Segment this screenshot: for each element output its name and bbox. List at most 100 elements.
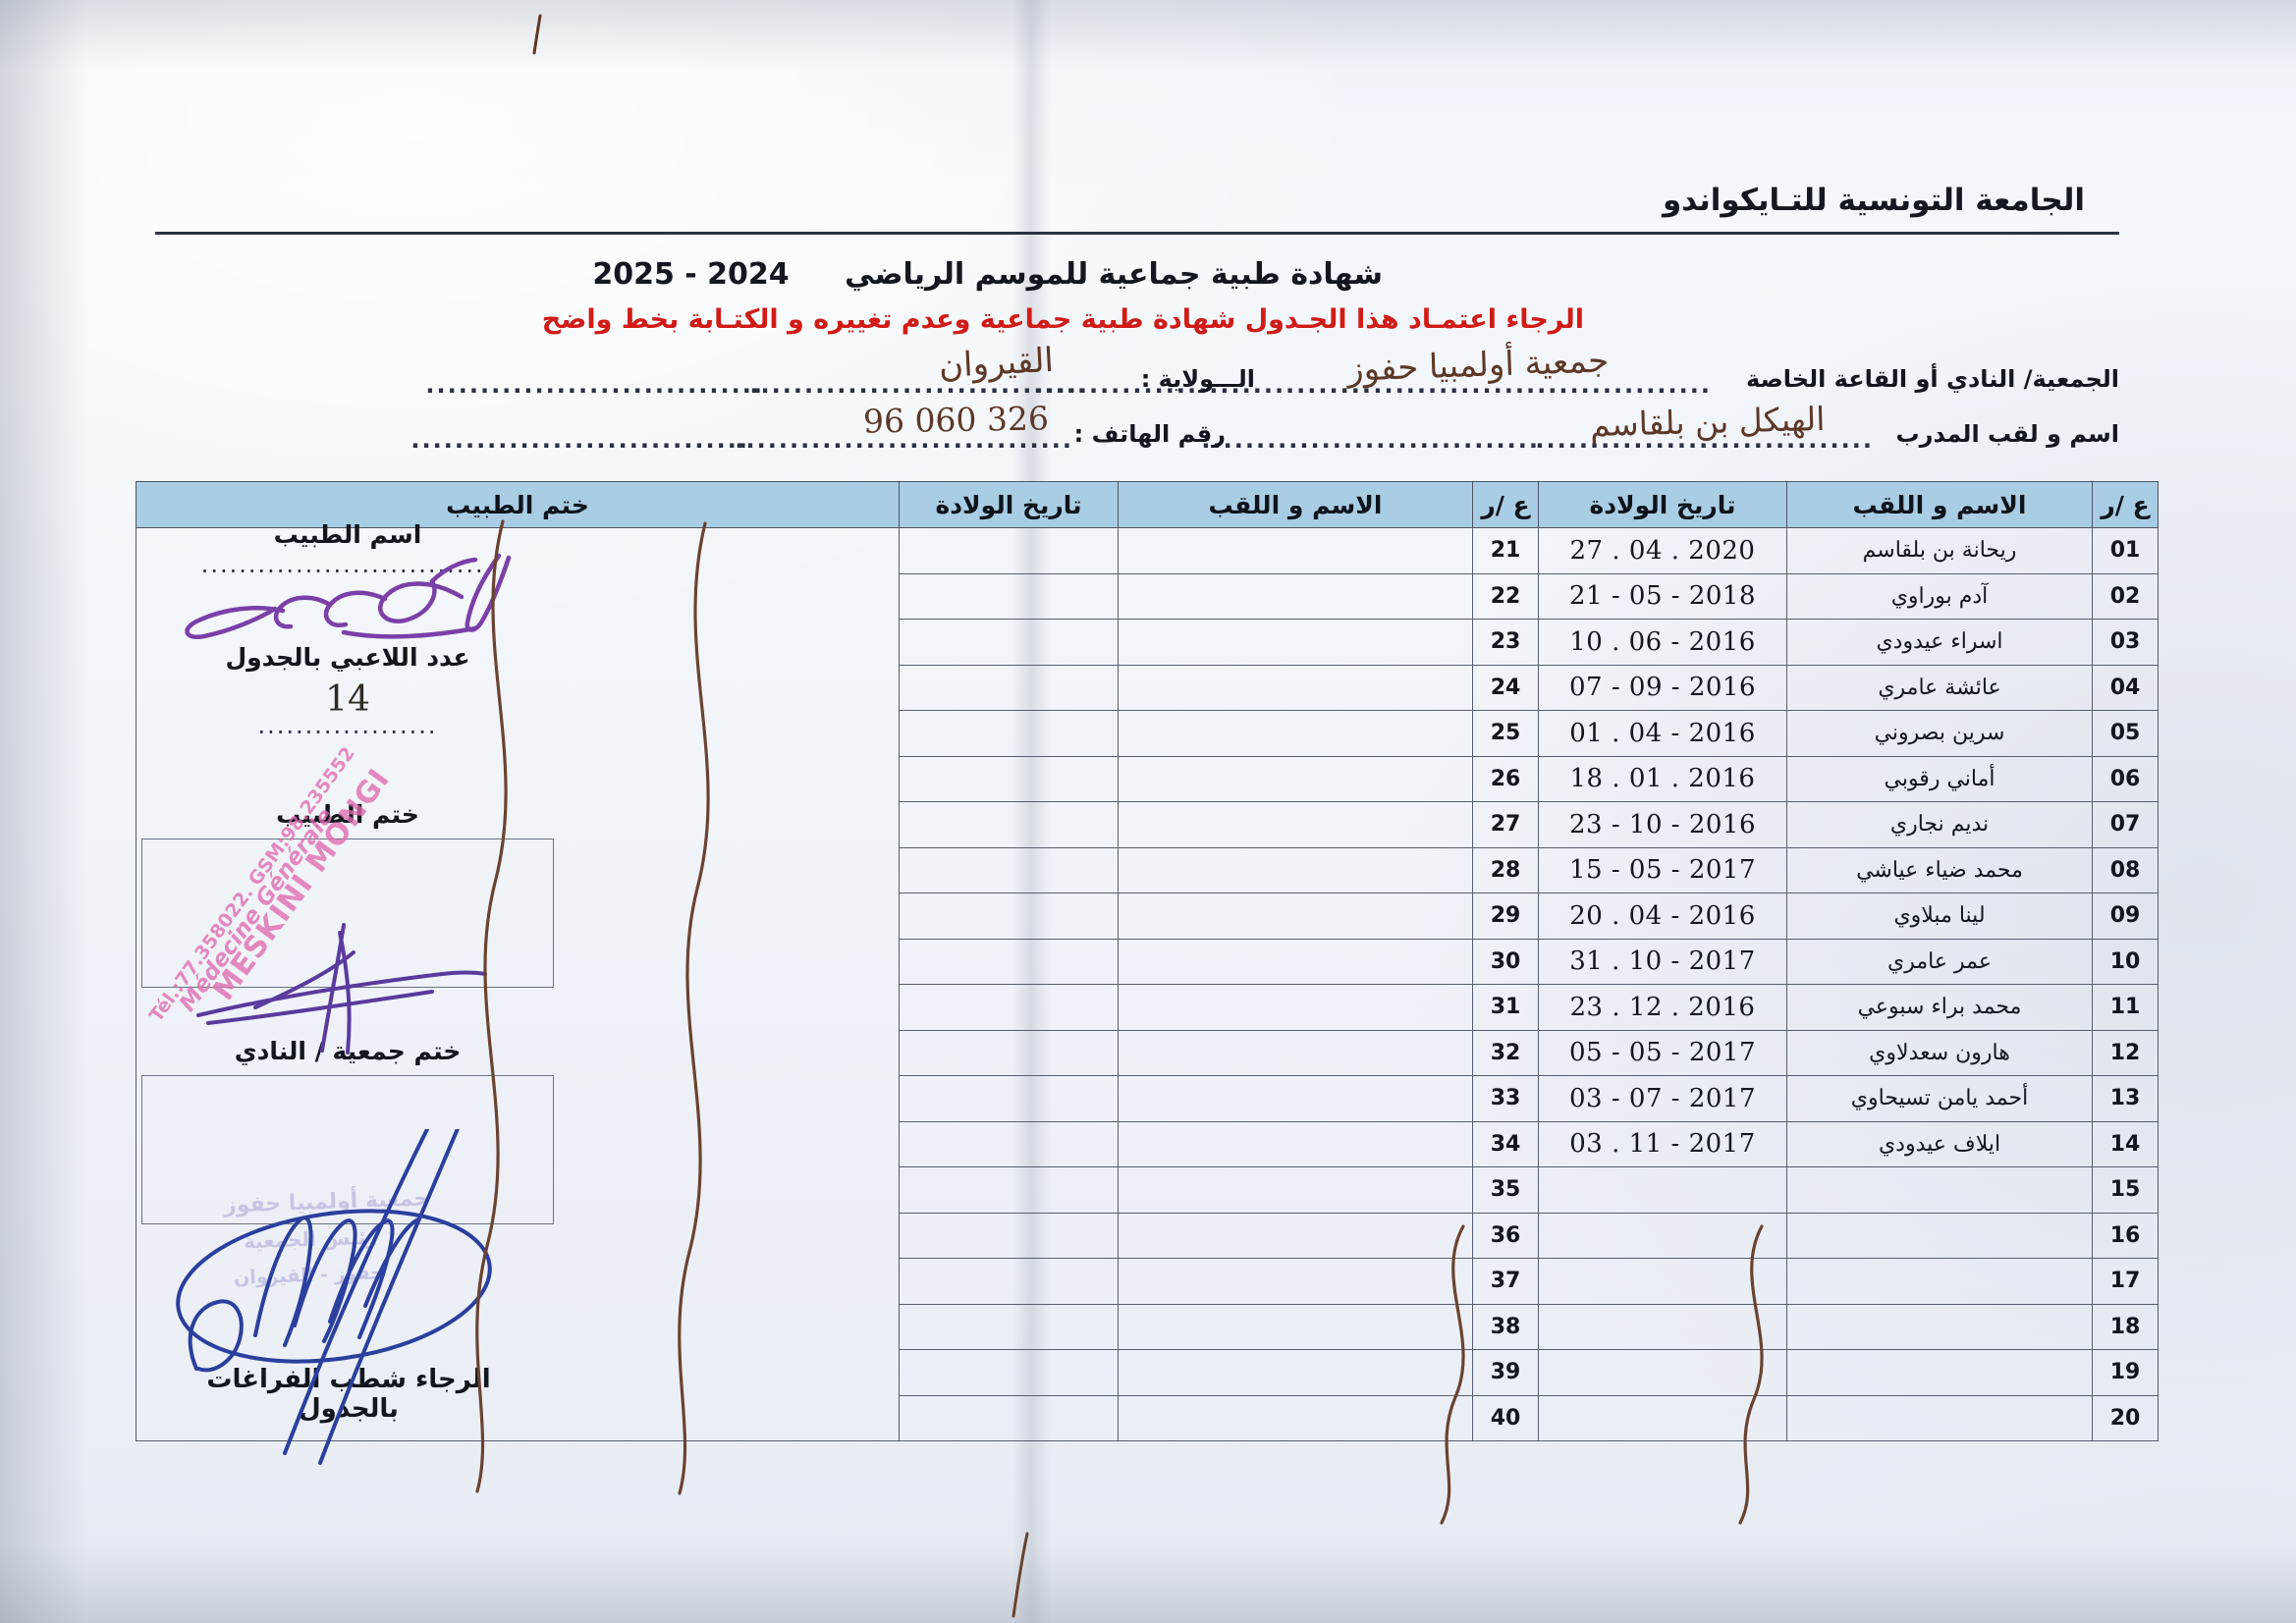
cell-index-left: 25 <box>1472 710 1539 757</box>
cell-index-right: 06 <box>2092 755 2159 802</box>
club-stamp-box <box>141 1075 554 1224</box>
cell-player-name-right: سرين بصروني <box>1786 710 2093 757</box>
table-row: 13 أحمد يامن تسيحاوي 2017 - 07 - 03 33 <box>137 1075 2159 1122</box>
cell-index-left: 40 <box>1472 1394 1539 1441</box>
table-row: 16 36 <box>137 1212 2159 1259</box>
cell-player-name-left <box>1118 1120 1473 1167</box>
cell-player-dob-left <box>899 619 1119 666</box>
cell-player-dob-left <box>899 1029 1119 1076</box>
cell-player-dob-right <box>1538 1212 1787 1259</box>
cell-player-name-right <box>1786 1212 2093 1259</box>
cell-player-dob-left <box>899 755 1119 802</box>
cell-index-right: 17 <box>2092 1258 2159 1305</box>
table-row: 09 لينا مبلاوي 2016 - 04 . 20 29 <box>137 893 2159 940</box>
col-header-name-right: الاسم و اللقب <box>1786 481 2093 528</box>
cell-player-name-right: محمد براء سبوعي <box>1786 984 2093 1031</box>
cell-player-dob-right <box>1538 1258 1787 1305</box>
coach-field-dots: ............................... <box>1535 426 1874 454</box>
cell-player-name-left <box>1118 527 1473 574</box>
cell-player-name-left <box>1118 1029 1473 1076</box>
doctor-stamp-box <box>141 839 554 988</box>
cell-index-left: 34 <box>1472 1120 1539 1167</box>
cell-index-left: 32 <box>1472 1029 1539 1076</box>
cell-index-right: 14 <box>2092 1120 2159 1167</box>
table-row: 14 ايلاف عيدودي 2017 - 11 . 03 34 <box>137 1120 2159 1167</box>
col-header-num-left: ع /ر <box>1472 481 1539 528</box>
table-row: 08 محمد ضياء عياشي 2017 - 05 - 15 28 <box>137 846 2159 893</box>
governorate-field-label: الـــولاية : <box>1140 365 1255 393</box>
cell-player-dob-right: 2017 - 05 - 15 <box>1538 846 1787 893</box>
doctor-stamp-label: ختم الطبيب <box>276 800 419 829</box>
col-header-dob-left: تاريخ الولادة <box>899 481 1119 528</box>
cell-index-left: 35 <box>1472 1166 1539 1214</box>
cell-player-dob-left <box>899 1349 1119 1396</box>
players-count-value: 14 <box>325 679 370 720</box>
cell-index-right: 11 <box>2092 984 2159 1031</box>
cell-player-name-left <box>1118 938 1473 985</box>
cell-index-right: 05 <box>2092 710 2159 757</box>
cell-player-name-left <box>1118 572 1473 620</box>
cell-index-left: 30 <box>1472 938 1539 985</box>
cell-index-left: 39 <box>1472 1349 1539 1396</box>
table-row: 10 عمر عامري 2017 - 10 . 31 30 <box>137 938 2159 985</box>
club-field-dots: ............................... <box>1373 371 1712 399</box>
cell-index-left: 27 <box>1472 801 1539 848</box>
cell-player-name-left <box>1118 1258 1473 1305</box>
cell-index-left: 29 <box>1472 893 1539 940</box>
cell-player-dob-left <box>899 984 1119 1031</box>
cell-player-dob-right: 2016 - 04 . 01 <box>1538 710 1787 757</box>
cell-index-right: 09 <box>2092 893 2159 940</box>
cell-player-name-left <box>1118 801 1473 848</box>
cell-player-dob-left <box>899 1258 1119 1305</box>
cell-player-dob-right: 2020 . 04 . 27 <box>1538 527 1787 574</box>
cell-player-name-left <box>1118 984 1473 1031</box>
cell-player-dob-left <box>899 1303 1119 1350</box>
cell-index-right: 03 <box>2092 619 2159 666</box>
cell-player-name-left <box>1118 1303 1473 1350</box>
cell-player-name-right: اسراء عيدودي <box>1786 619 2093 666</box>
cell-index-left: 36 <box>1472 1212 1539 1259</box>
cell-index-right: 19 <box>2092 1349 2159 1396</box>
table-row: 04 عائشة عامري 2016 - 09 - 07 24 <box>137 664 2159 711</box>
cell-player-name-right: أماني رقوبي <box>1786 755 2093 802</box>
federation-title: الجامعة التونسية للتـايكواندو <box>1662 183 2085 218</box>
header-divider-rule <box>155 232 2119 235</box>
club-field-label: الجمعية/ النادي أو القاعة الخاصة <box>1746 365 2119 393</box>
cell-player-name-left <box>1118 710 1473 757</box>
cell-player-name-right <box>1786 1303 2093 1350</box>
cell-player-dob-right <box>1538 1394 1787 1441</box>
cell-player-name-right: ريحانة بن بلقاسم <box>1786 527 2093 574</box>
players-count-label: عدد اللاعبي بالجدول <box>225 643 470 672</box>
cell-index-right: 16 <box>2092 1212 2159 1259</box>
governorate-handwritten: القيروان <box>938 340 1055 387</box>
cell-player-dob-left <box>899 572 1119 620</box>
red-notice-text: الرجاء اعتمـاد هذا الجـدول شهادة طبية جم… <box>541 304 1584 335</box>
cell-player-dob-left <box>899 664 1119 711</box>
document-title-text: شهادة طبية جماعية للموسم الرياضي <box>845 257 1383 292</box>
cell-player-dob-right: 2016 - 10 - 23 <box>1538 801 1787 848</box>
coach-name-handwritten: الهيكل بن بلقاسم <box>1589 399 1826 445</box>
cell-index-left: 21 <box>1472 527 1539 574</box>
cell-player-name-left <box>1118 846 1473 893</box>
cell-player-name-left <box>1118 1166 1473 1214</box>
table-row: 05 سرين بصروني 2016 - 04 . 01 25 <box>137 710 2159 757</box>
cell-player-dob-left <box>899 1394 1119 1441</box>
phone-field-label: رقم الهاتف : <box>1073 420 1226 448</box>
cell-player-dob-right <box>1538 1303 1787 1350</box>
cell-index-right: 01 <box>2092 527 2159 574</box>
cell-player-dob-left <box>899 801 1119 848</box>
cell-index-right: 07 <box>2092 801 2159 848</box>
club-field-dots-2: ............................... <box>1034 371 1373 399</box>
cell-player-dob-left <box>899 938 1119 985</box>
cell-player-dob-right: 2017 - 07 - 03 <box>1538 1075 1787 1122</box>
cell-index-left: 22 <box>1472 572 1539 620</box>
cell-player-name-right: عائشة عامري <box>1786 664 2093 711</box>
table-row: 18 38 <box>137 1303 2159 1350</box>
doctor-name-dots: ............................... <box>200 551 495 578</box>
coach-field-label: اسم و لقب المدرب <box>1895 420 2119 448</box>
cell-player-name-right: محمد ضياء عياشي <box>1786 846 2093 893</box>
players-table-header: ع /ر الاسم و اللقب تاريخ الولادة ع /ر ال… <box>136 481 2159 528</box>
table-row: 11 محمد براء سبوعي 2016 . 12 . 23 31 <box>137 984 2159 1031</box>
col-header-num-right: ع /ر <box>2092 481 2159 528</box>
cell-index-right: 08 <box>2092 846 2159 893</box>
